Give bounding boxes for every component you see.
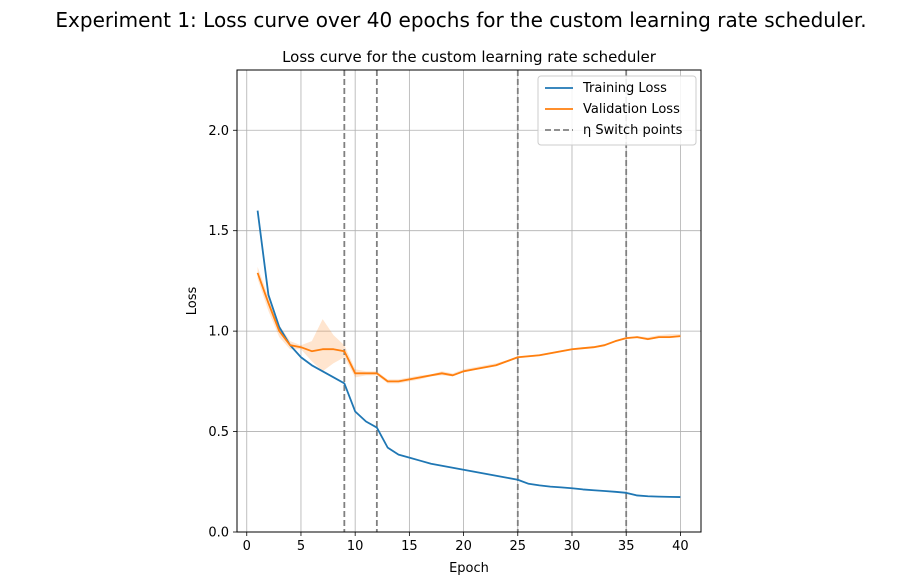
line-training-loss bbox=[256, 210, 681, 498]
x-tick-label: 35 bbox=[618, 539, 635, 554]
x-tick-label: 0 bbox=[243, 539, 251, 554]
x-tick-label: 30 bbox=[564, 539, 581, 554]
legend-label-validation-loss: Validation Loss bbox=[583, 102, 680, 117]
figure-title: Experiment 1: Loss curve over 40 epochs … bbox=[55, 8, 867, 32]
ticks: 0 5 10 15 20 25 30 35 40 0.0 0.5 1.0 1.5 2.0 bbox=[208, 124, 688, 554]
line-validation-loss bbox=[256, 272, 681, 383]
legend-box bbox=[537, 75, 697, 146]
y-tick-label: 1.0 bbox=[208, 325, 229, 340]
y-axis-title: Loss bbox=[185, 287, 200, 316]
y-tick-label: 0.0 bbox=[208, 526, 229, 541]
x-tick-label: 10 bbox=[347, 539, 364, 554]
x-tick-label: 15 bbox=[401, 539, 418, 554]
plot-background bbox=[237, 70, 701, 532]
x-tick-label: 20 bbox=[455, 539, 472, 554]
x-tick-label: 5 bbox=[297, 539, 305, 554]
legend-label-training-loss: Training Loss bbox=[582, 81, 667, 96]
series-lines bbox=[256, 210, 681, 498]
x-tick-label: 40 bbox=[672, 539, 689, 554]
plot-frame bbox=[236, 69, 702, 533]
legend: Training Loss Validation Loss η Switch p… bbox=[537, 75, 697, 146]
y-tick-label: 1.5 bbox=[208, 224, 229, 239]
y-tick-label: 0.5 bbox=[208, 425, 229, 440]
switch-point-lines bbox=[343, 70, 628, 532]
x-axis-title: Epoch bbox=[449, 561, 489, 576]
legend-label-switch-points: η Switch points bbox=[583, 123, 683, 138]
y-tick-label: 2.0 bbox=[208, 124, 229, 139]
x-tick-label: 25 bbox=[510, 539, 527, 554]
plot-title: Loss curve for the custom learning rate … bbox=[282, 48, 657, 66]
